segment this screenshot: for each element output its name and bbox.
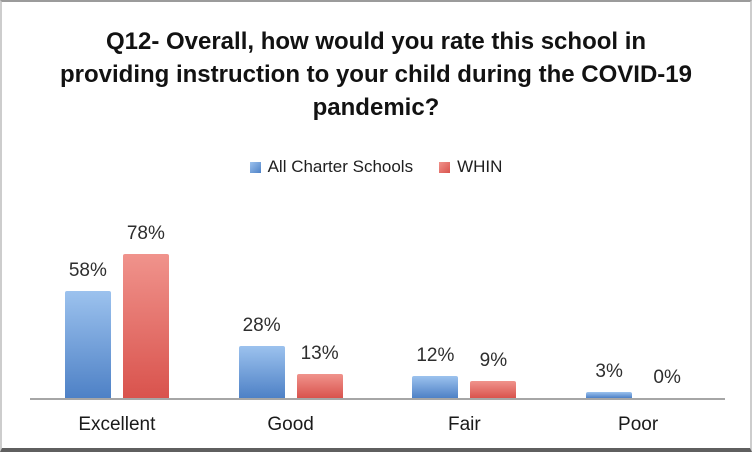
legend-label: All Charter Schools [267,157,414,176]
bar-group: 58% 78% Excellent [30,193,204,435]
bar-value-label: 3% [595,361,623,383]
bar-value-label: 28% [242,315,281,337]
bar-group: 28% 13% Good [204,193,378,435]
bar [296,373,343,398]
bar-value-label: 58% [68,259,107,281]
legend-label: WHIN [457,157,503,176]
bar-group: 3% 0% Poor [551,193,725,435]
bar [122,253,169,398]
bar-value-label: 12% [416,344,455,366]
legend-swatch-icon [439,161,451,173]
bar-column: 3% [586,361,633,398]
legend-swatch-icon [249,161,261,173]
category-label: Poor [618,414,659,435]
bar-group: 12% 9% Fair [378,193,552,435]
plot-area: 58% 78% Excellent 28% 13% Good 12% 9% Fair 3% 0% Po… [30,193,725,435]
bar-column: 58% [64,259,111,398]
bar-value-label: 0% [653,367,681,388]
bar [586,392,633,398]
bar-column: 28% [238,315,285,398]
category-label: Excellent [78,414,156,435]
bar [64,290,111,398]
legend: All Charter Schools WHIN [2,157,750,177]
bar-value-label: 9% [479,350,508,372]
chart-title: Q12- Overall, how would you rate this sc… [59,28,692,121]
category-label: Good [267,414,314,435]
bar-value-label: 13% [300,342,339,364]
bar [412,375,459,398]
bar-column: 78% [122,222,169,398]
bar-value-label: 78% [126,222,165,244]
bar-column: 9% [470,350,517,398]
bar [238,346,285,398]
bar-column: 12% [412,344,459,398]
bar [470,381,517,398]
bar-column: 13% [296,342,343,398]
legend-item: All Charter Schools [249,157,414,177]
category-label: Fair [448,414,481,435]
bar-column: 0% [644,367,690,398]
legend-item: WHIN [439,157,502,177]
